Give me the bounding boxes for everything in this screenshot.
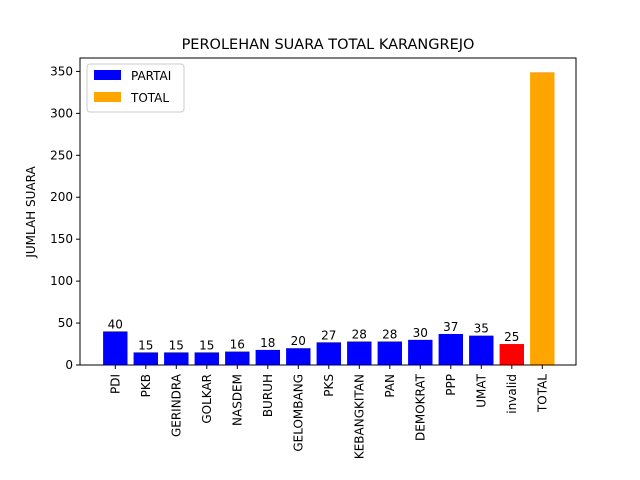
x-tick-label: PKB	[139, 374, 153, 397]
bar-pkb	[133, 352, 158, 365]
x-tick-label: invalid	[505, 374, 519, 414]
legend-label-partai: PARTAI	[131, 69, 171, 83]
bar-value-label: 28	[352, 328, 367, 342]
x-tick-label: TOTAL	[535, 374, 549, 413]
x-tick-label: PKS	[322, 374, 336, 397]
y-tick-label: 0	[65, 358, 73, 372]
bar-value-label: 37	[443, 320, 458, 334]
bar-labels-group: 40 15 15 15 16 18 20 27 28 28 30 37 35 25	[108, 317, 520, 352]
y-tick-label: 200	[50, 190, 73, 204]
y-tick-label: 150	[50, 232, 73, 246]
bar-nasdem	[225, 351, 250, 365]
bar-kebangkitan	[347, 341, 372, 365]
bar-value-label: 35	[474, 322, 489, 336]
bar-demokrat	[408, 339, 433, 365]
y-axis-ticks: 0 50 100 150 200 250 300 350	[50, 64, 80, 372]
legend: PARTAI TOTAL	[86, 63, 185, 113]
bar-value-label: 20	[291, 334, 306, 348]
bar-value-label: 15	[199, 338, 214, 352]
bar-value-label: 25	[504, 330, 519, 344]
plot-frame	[79, 57, 577, 366]
bar-value-label: 15	[169, 338, 184, 352]
legend-swatch-partai	[94, 70, 121, 80]
bar-value-label: 40	[108, 317, 123, 331]
legend-label-total: TOTAL	[130, 91, 169, 105]
y-tick-label: 250	[50, 148, 73, 162]
bar-value-label: 30	[413, 326, 428, 340]
chart-title: PEROLEHAN SUARA TOTAL KARANGREJO	[182, 37, 475, 53]
bar-ppp	[438, 333, 463, 365]
bars-group	[103, 72, 555, 365]
x-tick-label: PAN	[383, 374, 397, 398]
x-tick-label: GELOMBANG	[291, 374, 305, 452]
y-axis-label: JUMLAH SUARA	[24, 166, 38, 259]
x-axis-ticks: PDI PKB GERINDRA GOLKAR NASDEM BURUH GELOMBANG…	[108, 365, 549, 459]
x-tick-label: UMAT	[474, 373, 488, 407]
bar-invalid	[499, 344, 524, 365]
bar-gelombang	[286, 348, 311, 365]
bar-value-label: 15	[138, 338, 153, 352]
x-tick-label: GOLKAR	[200, 374, 214, 424]
bar-pks	[316, 342, 341, 365]
bar-total	[530, 72, 555, 365]
bar-pan	[377, 341, 402, 365]
bar-value-label: 16	[230, 338, 245, 352]
bar-buruh	[255, 349, 280, 365]
bar-gerindra	[164, 352, 189, 365]
y-tick-label: 350	[50, 64, 73, 78]
bar-value-label: 18	[260, 336, 275, 350]
x-tick-label: DEMOKRAT	[413, 373, 427, 441]
x-tick-label: GERINDRA	[169, 373, 183, 437]
x-tick-label: KEBANGKITAN	[352, 374, 366, 459]
x-tick-label: NASDEM	[230, 374, 244, 426]
y-tick-label: 50	[58, 316, 73, 330]
legend-swatch-total	[94, 92, 121, 102]
bar-umat	[469, 335, 494, 365]
x-tick-label: PPP	[444, 374, 458, 396]
bar-value-label: 27	[321, 328, 336, 342]
bar-value-label: 28	[382, 328, 397, 342]
bar-golkar	[194, 352, 219, 365]
x-tick-label: BURUH	[261, 374, 275, 417]
y-tick-label: 100	[50, 274, 73, 288]
y-tick-label: 300	[50, 106, 73, 120]
x-tick-label: PDI	[108, 374, 122, 394]
bar-pdi	[103, 331, 128, 365]
